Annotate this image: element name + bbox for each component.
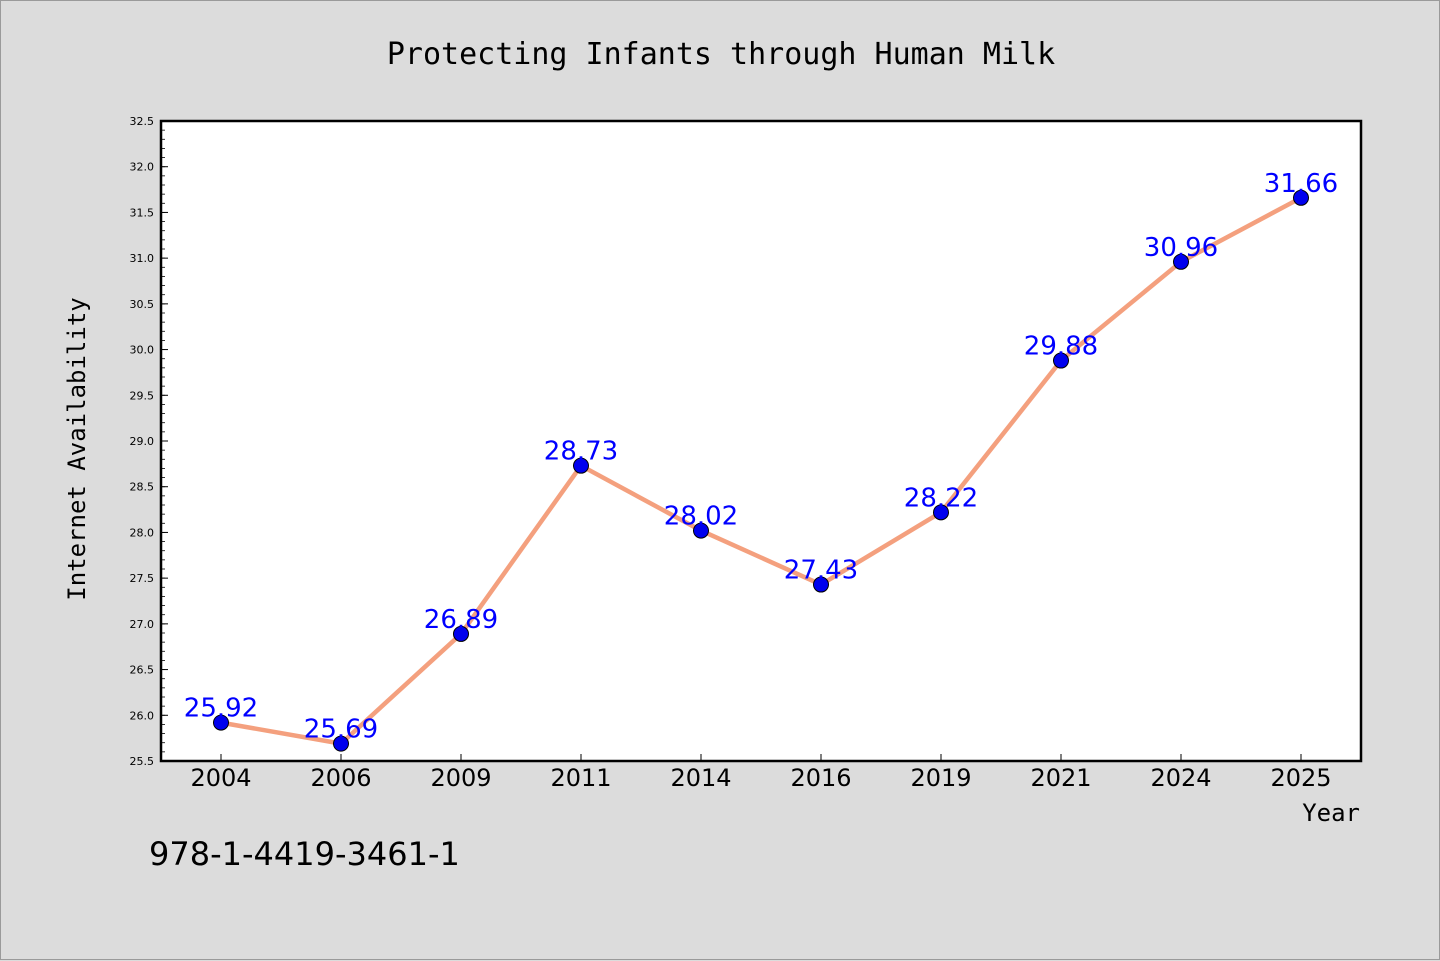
x-tick-label: 2016 (790, 764, 851, 792)
data-markers (213, 189, 1309, 752)
y-tick-label: 30.5 (130, 298, 155, 311)
data-label: 25.69 (304, 715, 378, 745)
data-label: 25.92 (184, 694, 258, 724)
x-tick-label: 2014 (670, 764, 731, 792)
data-point (1053, 352, 1069, 369)
data-label: 28.02 (664, 502, 738, 532)
y-tick-label: 31.0 (130, 252, 155, 265)
data-label: 31.66 (1264, 169, 1338, 199)
plot-area (161, 121, 1361, 761)
series-line-group (218, 195, 1304, 746)
isbn-annotation: 978-1-4419-3461-1 (149, 835, 460, 873)
data-label: 27.43 (784, 556, 858, 586)
y-tick-label: 25.5 (130, 755, 155, 768)
data-point (813, 576, 829, 593)
data-label: 30.96 (1144, 233, 1218, 263)
x-tick-label: 2024 (1150, 764, 1211, 792)
data-label: 26.89 (424, 605, 498, 635)
chart-title: Protecting Infants through Human Milk (387, 37, 1055, 72)
y-tick-label: 28.0 (130, 526, 155, 539)
data-point (693, 522, 709, 539)
y-tick-label: 32.5 (130, 115, 155, 128)
y-tick-label: 32.0 (130, 161, 155, 174)
x-tick-label: 2025 (1270, 764, 1331, 792)
data-point (213, 714, 229, 731)
data-label: 28.22 (904, 483, 978, 513)
y-tick-label: 27.0 (130, 618, 155, 631)
data-point (933, 504, 949, 521)
data-point (1173, 253, 1189, 270)
x-tick-label: 2019 (910, 764, 971, 792)
series-line (218, 195, 1304, 746)
y-axis-ticks: 25.5 26.0 26.5 27.0 27.5 28.0 28.5 29.0 29.5 30.0… (130, 115, 168, 768)
y-tick-label: 29.5 (130, 389, 155, 402)
y-tick-label: 26.0 (130, 709, 155, 722)
data-label: 29.88 (1024, 332, 1098, 362)
x-tick-label: 2004 (190, 764, 251, 792)
data-labels: 25.92 25.69 26.89 28.73 28.02 27.43 28.22 29.88… (184, 169, 1338, 745)
plot-border (159, 119, 1363, 763)
data-point (573, 457, 589, 474)
x-tick-label: 2011 (550, 764, 611, 792)
y-tick-label: 29.0 (130, 435, 155, 448)
data-point (453, 625, 469, 642)
y-tick-label: 31.5 (130, 206, 155, 219)
y-tick-label: 27.5 (130, 572, 155, 585)
y-axis-label: Internet Availability (63, 297, 91, 600)
x-axis-ticks: 2004 2006 2009 2011 2014 2016 2019 2021 2024 2025 (190, 754, 1332, 792)
x-tick-label: 2021 (1030, 764, 1091, 792)
y-tick-label: 26.5 (130, 664, 155, 677)
y-tick-label: 28.5 (130, 481, 155, 494)
data-label: 28.73 (544, 437, 618, 467)
x-axis-label: Year (1302, 799, 1360, 827)
y-tick-label: 30.0 (130, 344, 155, 357)
x-tick-label: 2006 (310, 764, 371, 792)
x-tick-label: 2009 (430, 764, 491, 792)
data-point (333, 735, 349, 752)
data-point (1293, 189, 1309, 206)
